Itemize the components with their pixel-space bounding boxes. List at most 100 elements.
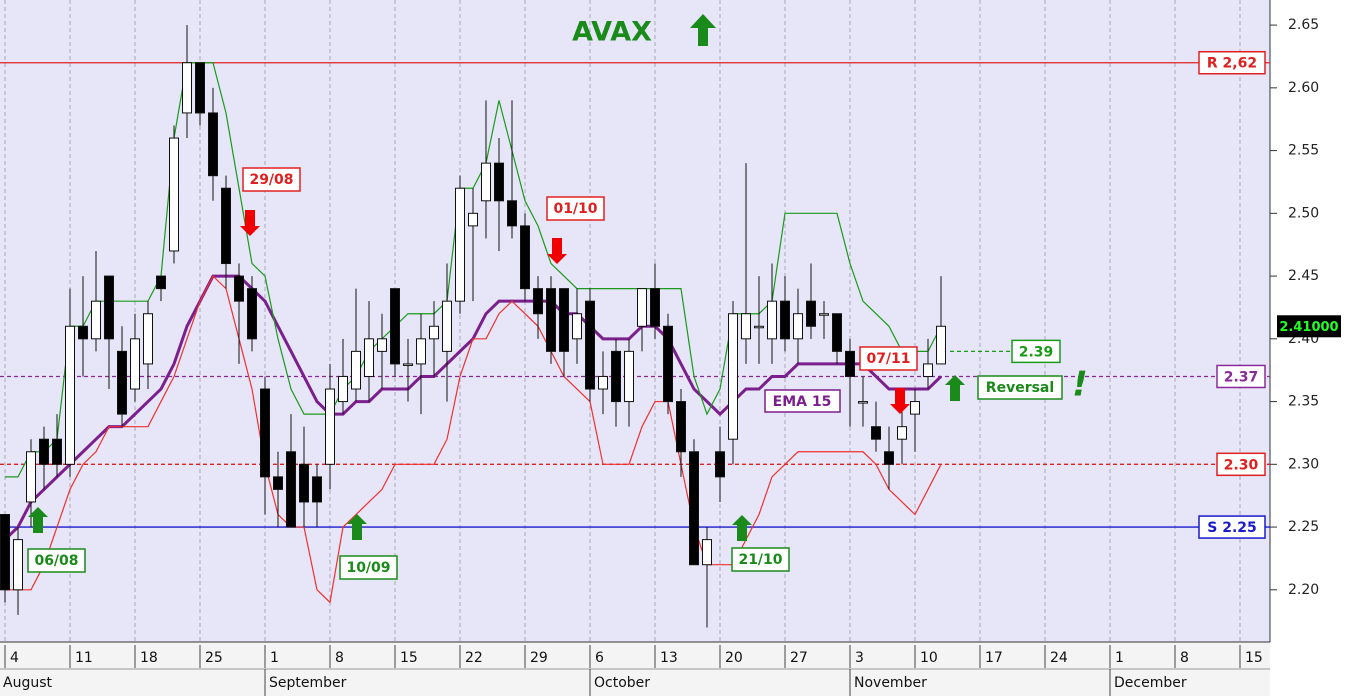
last-price-box — [1277, 315, 1341, 338]
candle-body — [286, 451, 296, 528]
candle-body — [78, 325, 88, 340]
candle-body — [364, 338, 374, 377]
candle-body — [598, 375, 608, 390]
candle-body — [624, 350, 634, 403]
x-tick-label: 22 — [465, 650, 483, 666]
candle-body — [572, 313, 582, 340]
y-tick-label: 2.25 — [1288, 519, 1319, 535]
candle-body — [845, 350, 855, 377]
candle-body — [312, 476, 322, 503]
candle-body — [351, 350, 361, 390]
candle-body — [429, 325, 439, 340]
candle-body — [767, 300, 777, 340]
y-tick-label: 2.30 — [1288, 456, 1319, 472]
x-tick-label: 8 — [335, 650, 344, 666]
candle-body — [416, 338, 426, 365]
annotation-label: 01/10 — [553, 201, 597, 217]
level-label-box — [1011, 339, 1061, 364]
candle-body — [702, 539, 712, 566]
x-tick-label: 20 — [725, 650, 743, 666]
candle-body — [663, 325, 673, 403]
candle-body — [520, 225, 530, 290]
plot-background — [0, 0, 1270, 642]
candle-body — [91, 300, 101, 340]
x-tick-label: 27 — [790, 650, 808, 666]
x-tick-label: 11 — [75, 650, 93, 666]
y-tick-label: 2.45 — [1288, 268, 1319, 284]
month-label: August — [3, 675, 53, 691]
overlay-layer: R 2,62 S 2.25 2.30 2.37 2.39 EMA 15 29/08 01/10… — [27, 50, 1266, 580]
annotation-box — [27, 548, 86, 573]
level-label-box — [1216, 364, 1266, 389]
month-label: November — [854, 675, 927, 691]
x-tick-label: 15 — [400, 650, 418, 666]
candle-body — [104, 275, 114, 340]
annotation-box — [546, 196, 605, 221]
annotation-box — [339, 555, 398, 580]
candle-body — [156, 275, 166, 290]
candle-body — [559, 288, 569, 352]
annotation-symbol: ! — [1072, 365, 1088, 405]
candle-body — [884, 451, 894, 465]
level-label-box — [1198, 515, 1266, 539]
signal-arrow — [28, 507, 48, 533]
candle-body — [754, 325, 764, 329]
x-tick-label: 8 — [1180, 650, 1189, 666]
candle-body — [546, 288, 556, 352]
annotation-label: 06/08 — [34, 553, 78, 569]
candle-body — [832, 313, 842, 352]
candle-body — [897, 426, 907, 440]
candle-body — [936, 325, 946, 365]
y-tick-label: 2.35 — [1288, 394, 1319, 410]
annotation-label: 21/10 — [738, 552, 782, 568]
annotation-box — [242, 167, 301, 192]
annotation-label: 10/09 — [346, 560, 390, 576]
candle-body — [819, 313, 829, 316]
candle-body — [468, 212, 478, 227]
candle-body — [793, 313, 803, 340]
title-arrow — [690, 14, 716, 46]
level-label-box — [1216, 452, 1266, 477]
month-label: September — [269, 675, 347, 691]
x-tick-label: 24 — [1050, 650, 1068, 666]
candle-body — [273, 476, 283, 490]
y-tick-label: 2.60 — [1288, 80, 1319, 96]
level-label: S 2.25 — [1207, 520, 1257, 536]
x-tick-label: 3 — [855, 650, 864, 666]
candle-body — [26, 451, 36, 503]
annotation-label: 07/11 — [866, 351, 910, 367]
x-tick-label: 10 — [920, 650, 938, 666]
ema-label: EMA 15 — [773, 394, 832, 410]
candle-body — [208, 112, 218, 177]
level-label: 2.30 — [1224, 457, 1259, 473]
x-tick-label: 4 — [10, 650, 19, 666]
candle-body — [806, 300, 816, 327]
candle-body — [325, 388, 335, 465]
annotation-box — [859, 346, 918, 371]
candle-body — [533, 288, 543, 315]
candle-body — [377, 338, 387, 352]
candle-body — [182, 62, 192, 114]
candle-body — [403, 363, 413, 366]
candle-body — [338, 375, 348, 403]
x-tick-label: 29 — [530, 650, 548, 666]
candle-body — [117, 350, 127, 415]
annotation-box — [977, 375, 1063, 400]
candle-body — [715, 451, 725, 478]
candle-body — [442, 300, 452, 352]
x-tick-label: 18 — [140, 650, 158, 666]
candle-body — [728, 313, 738, 440]
price-axis-background — [1270, 0, 1348, 696]
annotation-label: 29/08 — [249, 172, 293, 188]
candle-body — [221, 187, 231, 265]
candle-layer — [0, 25, 946, 628]
candle-body — [234, 275, 244, 302]
candle-body — [923, 363, 933, 377]
y-tick-label: 2.55 — [1288, 143, 1319, 159]
ema-label-box — [764, 389, 841, 413]
candle-body — [871, 426, 881, 440]
candle-body — [611, 350, 621, 403]
level-label: 2.37 — [1224, 369, 1259, 385]
signal-arrow — [240, 210, 260, 236]
candle-body — [195, 62, 205, 114]
